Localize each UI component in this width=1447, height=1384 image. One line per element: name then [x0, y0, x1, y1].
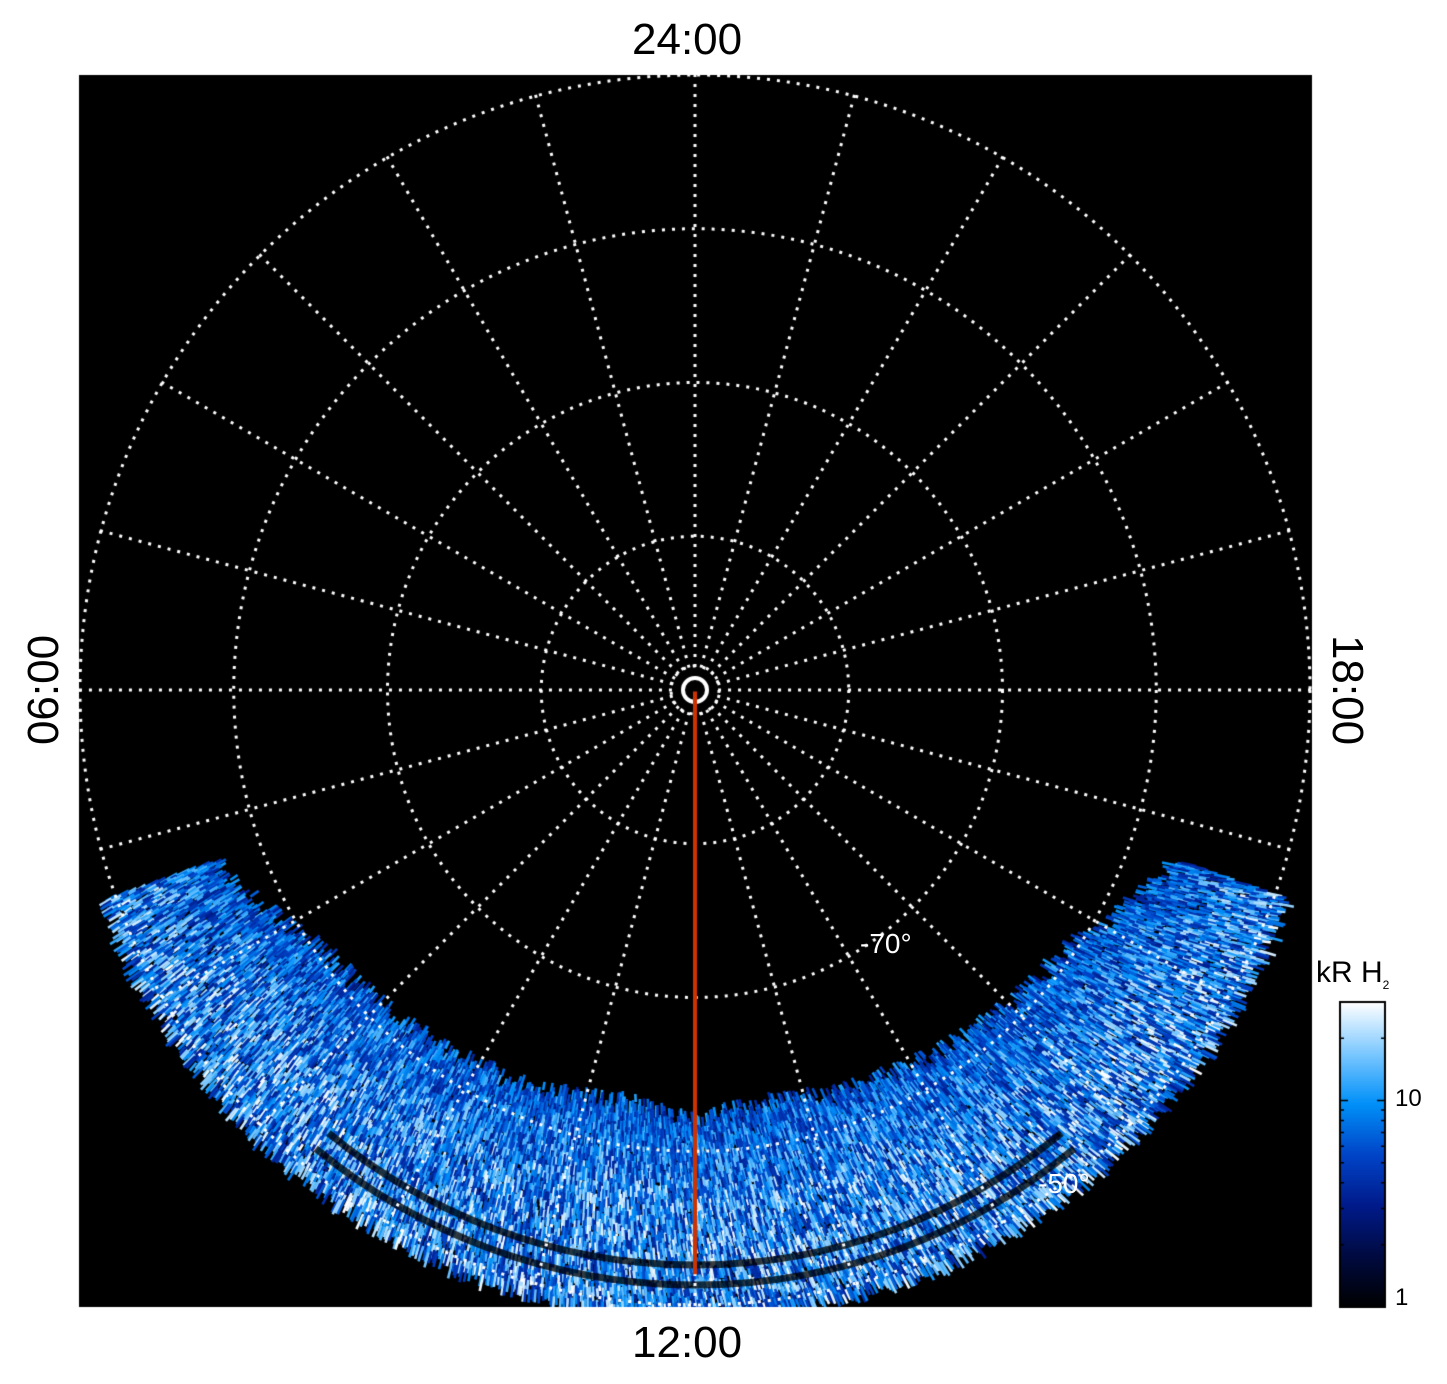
label-lt-bottom: 12:00	[632, 1318, 743, 1367]
lat-label-50: -50°	[1038, 1168, 1090, 1199]
colorbar-tick-1: 1	[1395, 1284, 1409, 1311]
label-lt-left: 06:00	[19, 634, 68, 746]
lat-label-70: -70°	[860, 928, 912, 959]
colorbar-unit-sub: 2	[1382, 978, 1390, 992]
colorbar-tick-10: 10	[1395, 1085, 1422, 1112]
colorbar-label: kR H2	[1316, 956, 1389, 992]
label-lt-right: 18:00	[1323, 634, 1372, 746]
colorbar-unit: kR H	[1316, 956, 1383, 989]
label-lt-top: 24:00	[632, 15, 743, 64]
